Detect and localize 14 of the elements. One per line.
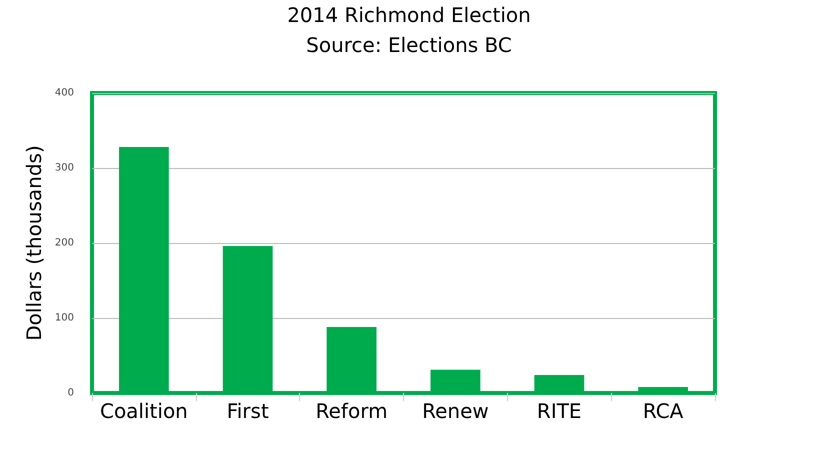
x-tick-label: Reform	[316, 399, 388, 423]
chart-title: 2014 Richmond Election	[287, 3, 531, 27]
x-tick-label: RCA	[642, 399, 684, 423]
x-tick-label: Coalition	[100, 399, 188, 423]
x-tick-label: First	[226, 399, 269, 423]
x-tick-label: RITE	[536, 399, 582, 423]
chart-subtitle: Source: Elections BC	[306, 33, 512, 57]
y-tick-label: 0	[68, 388, 74, 398]
y-tick-label: 200	[54, 238, 74, 248]
x-tick-label: Renew	[422, 399, 489, 423]
y-tick-label: 400	[54, 88, 74, 98]
y-tick-label: 300	[54, 162, 74, 174]
y-tick-label: 100	[54, 312, 74, 324]
y-axis-title: Dollars (thousands)	[22, 145, 46, 341]
